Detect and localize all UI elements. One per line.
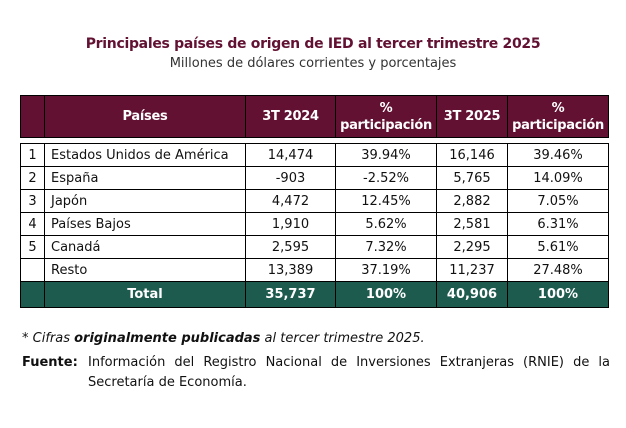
table-cell: 5 [20, 235, 45, 259]
total-cell: 35,737 [245, 281, 336, 308]
table-cell: 16,146 [436, 143, 508, 167]
table-cell: 2,882 [436, 189, 508, 213]
table-cell: 27.48% [507, 258, 609, 282]
source-text: Información del Registro Nacional de Inv… [88, 355, 610, 390]
table-cell: 2,595 [245, 235, 336, 259]
table-cell: 7.05% [507, 189, 609, 213]
footnote-prefix: * Cifras [22, 331, 75, 346]
total-row: Total 35,737 100% 40,906 100% [20, 281, 609, 308]
table-cell: 7.32% [335, 235, 437, 259]
table-cell: 2,295 [436, 235, 508, 259]
data-table: 1 Estados Unidos de América 14,474 39.94% 16… [20, 143, 609, 308]
table-header: Países 3T 2024% participación 3T 2025% par… [20, 95, 609, 138]
table-cell: 5,765 [436, 166, 508, 190]
table-cell: 39.46% [507, 143, 609, 167]
table-cell: 1,910 [245, 212, 336, 236]
source-label: Fuente: [22, 355, 78, 370]
table-cell: 5.61% [507, 235, 609, 259]
table-cell: 6.31% [507, 212, 609, 236]
table-row: 1 Estados Unidos de América 14,474 39.94% 16… [20, 143, 609, 167]
total-cell: Total [44, 281, 246, 308]
table-title: Principales países de origen de IED al t… [85, 36, 541, 52]
table-cell: Canadá [44, 235, 246, 259]
table-cell: 14,474 [245, 143, 336, 167]
table-cell: 2 [20, 166, 45, 190]
table-cell: -903 [245, 166, 336, 190]
table-cell: 13,389 [245, 258, 336, 282]
column-header [20, 95, 45, 138]
column-header: 3T 2024 [245, 95, 336, 138]
footnote-bold: originalmente publicadas [74, 331, 261, 346]
table-cell: 39.94% [335, 143, 437, 167]
table-cell: España [44, 166, 246, 190]
table-subtitle: Millones de dólares corrientes y porcent… [169, 56, 457, 71]
source: Fuente: Información del Registro Nacional… [22, 353, 610, 393]
table-cell: Países Bajos [44, 212, 246, 236]
table-row: 5 Canadá 2,595 7.32% 2,295 5.61% [20, 235, 609, 259]
column-header: % participación [507, 95, 609, 138]
table-cell [20, 258, 45, 282]
table-cell: 14.09% [507, 166, 609, 190]
table-cell: 1 [20, 143, 45, 167]
total-cell: 100% [507, 281, 609, 308]
table-cell: 12.45% [335, 189, 437, 213]
total-cell: 100% [335, 281, 437, 308]
column-header: 3T 2025 [436, 95, 508, 138]
table-row: 2 España -903 -2.52% 5,765 14.09% [20, 166, 609, 190]
table-row: 4 Países Bajos 1,910 5.62% 2,581 6.31% [20, 212, 609, 236]
total-cell [20, 281, 45, 308]
column-header: % participación [335, 95, 437, 138]
table-cell: Resto [44, 258, 246, 282]
table-cell: -2.52% [335, 166, 437, 190]
table-row: 3 Japón 4,472 12.45% 2,882 7.05% [20, 189, 609, 213]
table-cell: Estados Unidos de América [44, 143, 246, 167]
table-cell: 37.19% [335, 258, 437, 282]
table-cell: 3 [20, 189, 45, 213]
table-cell: 4,472 [245, 189, 336, 213]
table-row: Resto 13,389 37.19% 11,237 27.48% [20, 258, 609, 282]
table-cell: 4 [20, 212, 45, 236]
footnote-suffix: al tercer trimestre 2025. [260, 331, 425, 346]
total-cell: 40,906 [436, 281, 508, 308]
table-cell: Japón [44, 189, 246, 213]
table-cell: 2,581 [436, 212, 508, 236]
table-cell: 11,237 [436, 258, 508, 282]
column-header: Países [44, 95, 246, 138]
footnote: * Cifras originalmente publicadas al ter… [22, 331, 425, 346]
table-cell: 5.62% [335, 212, 437, 236]
